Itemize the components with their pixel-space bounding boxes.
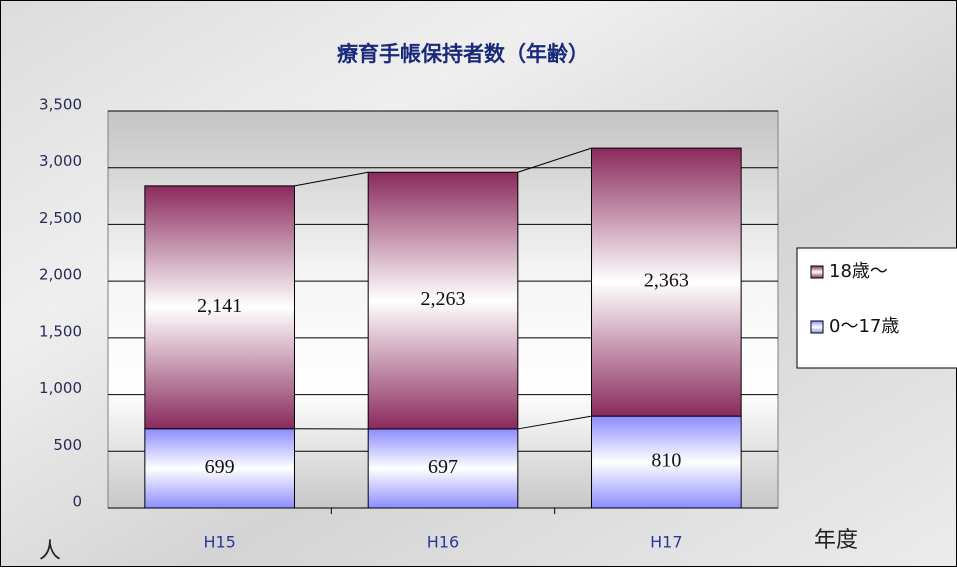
y-tick-label: 2,500: [39, 209, 82, 227]
x-tick-label: H15: [203, 533, 235, 552]
y-tick-label: 0: [72, 493, 82, 511]
y-axis-label: 人: [39, 539, 61, 564]
y-tick-label: 1,500: [39, 322, 82, 340]
data-label: 2,141: [197, 295, 242, 317]
x-axis-label: 年度: [814, 528, 858, 553]
y-tick-label: 3,500: [39, 96, 82, 114]
data-label: 2,363: [644, 270, 689, 292]
y-tick-label: 1,000: [39, 379, 82, 397]
data-label: 699: [205, 456, 235, 478]
y-tick-label: 2,000: [39, 266, 82, 284]
data-label: 2,263: [421, 288, 466, 310]
chart-title: 療育手帳保持者数（年齢）: [337, 42, 589, 66]
data-label: 697: [428, 456, 458, 478]
y-tick-label: 3,000: [39, 152, 82, 170]
x-tick-label: H17: [650, 533, 682, 552]
legend-swatch: [811, 266, 823, 278]
legend-swatch: [811, 321, 823, 333]
legend-label: 0～17歳: [829, 316, 899, 337]
data-label: 810: [651, 450, 681, 472]
y-tick-label: 500: [53, 436, 82, 454]
x-tick-label: H16: [427, 533, 459, 552]
legend-label: 18歳～: [829, 261, 888, 282]
